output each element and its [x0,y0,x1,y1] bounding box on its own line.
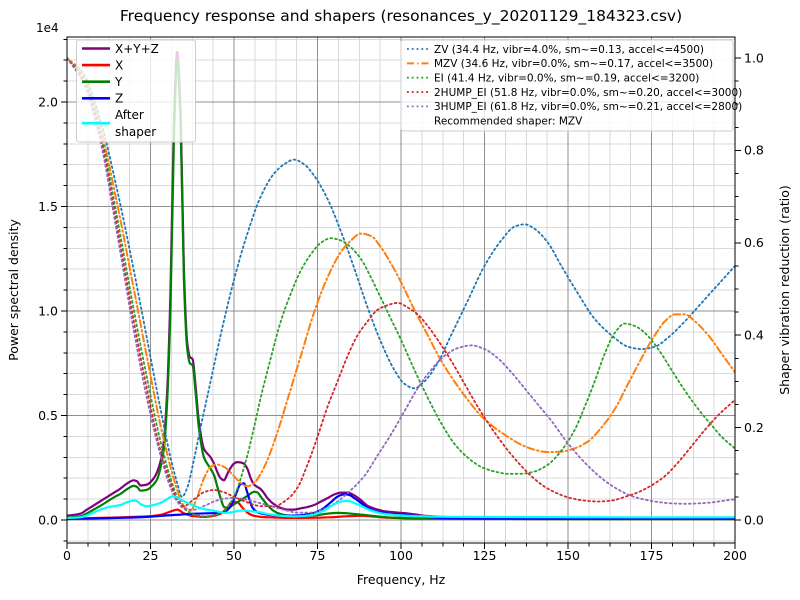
curve-ei [67,57,735,518]
y-right-axis-label: Shaper vibration reduction (ratio) [777,185,792,395]
x-tick-label: 125 [473,548,497,563]
x-tick-label: 175 [640,548,664,563]
chart-title: Frequency response and shapers (resonanc… [120,7,682,26]
curve-2hump-ei [67,57,735,507]
x-axis-label: Frequency, Hz [357,572,446,587]
y-left-tick-label: 2.0 [38,94,58,109]
legend-label: After [115,108,144,122]
y-right-tick-label: 0.2 [744,420,764,435]
curve-x-y-z [67,50,735,520]
x-tick-label: 0 [63,548,71,563]
legend-label: X [115,58,123,72]
legend-label: MZV (34.6 Hz, vibr=0.0%, sm~=0.17, accel… [434,58,713,70]
legend-label: Z [115,92,123,106]
legend-label: X+Y+Z [115,42,159,56]
y-right-tick-label: 0.8 [744,143,764,158]
x-tick-label: 100 [389,548,413,563]
y-right-tick-label: 1.0 [744,50,764,65]
y-left-tick-label: 1.5 [38,199,58,214]
y-right-tick-label: 0.0 [744,512,764,527]
legend-label: 2HUMP_EI (51.8 Hz, vibr=0.0%, sm~=0.20, … [434,87,742,99]
curve-after-shaper [67,495,735,519]
legend-right: ZV (34.4 Hz, vibr=4.0%, sm~=0.13, accel<… [400,39,742,132]
y-left-tick-label: 1.0 [38,303,58,318]
legend-label: 3HUMP_EI (61.8 Hz, vibr=0.0%, sm~=0.21, … [434,101,742,113]
legend-label: EI (41.4 Hz, vibr=0.0%, sm~=0.19, accel<… [434,73,699,85]
y-left-tick-label: 0.5 [38,408,58,423]
legend-footer-recommended-shaper: Recommended shaper: MZV [434,116,583,128]
curve-y [67,59,735,521]
curve-zv [67,57,735,498]
curves-group [67,50,735,521]
legend-left: X+Y+Z XYZ After shaper [76,39,196,143]
legend-box [400,39,734,132]
curve-3hump-ei [67,57,735,514]
axis-ticks [61,38,741,549]
y-right-tick-label: 0.6 [744,235,764,250]
y-left-tick-label: 0.0 [38,512,58,527]
legend-label: ZV (34.4 Hz, vibr=4.0%, sm~=0.13, accel<… [434,44,704,56]
y-left-axis-label: Power spectral density [6,219,21,361]
x-tick-label: 75 [310,548,326,563]
grid-lines [67,37,735,543]
y-right-tick-label: 0.4 [744,328,764,343]
legend-label: shaper [115,125,156,139]
x-tick-label: 50 [226,548,242,563]
axis-tick-labels: 0 25 50 75 100 125 150 175 200 0.0 0.5 1.0 1.5 2.0 0.0… [38,50,764,563]
x-tick-label: 25 [143,548,159,563]
legend-label: Y [114,75,123,89]
x-tick-label: 150 [556,548,580,563]
x-tick-label: 200 [723,548,747,563]
y-axis-offset-label: 1e4 [36,21,59,35]
